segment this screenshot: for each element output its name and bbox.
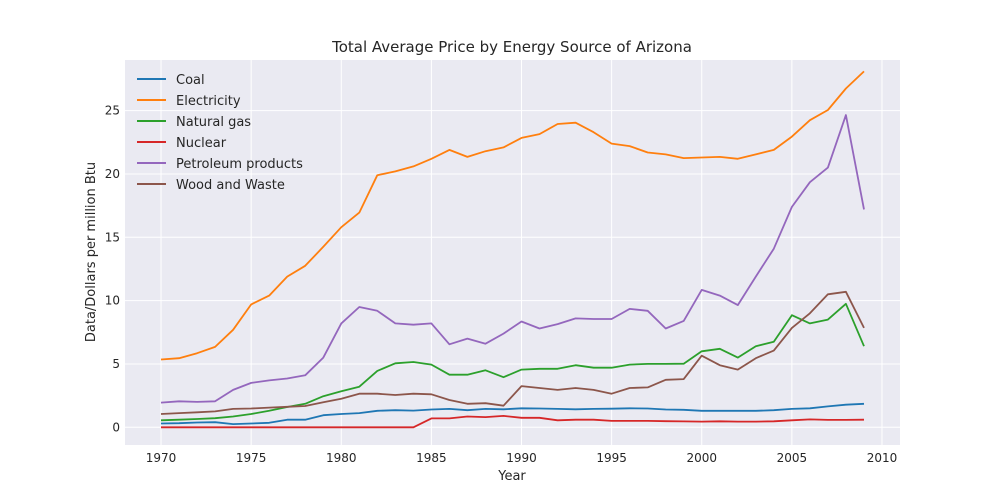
x-tick-label: 1975 [236, 451, 267, 465]
x-tick-label: 2005 [777, 451, 808, 465]
series-line-natural-gas [160, 302, 865, 422]
series-line-coal [160, 402, 865, 426]
y-tick-label: 0 [112, 420, 120, 434]
series-lines [160, 70, 865, 429]
x-tick-label: 1980 [326, 451, 357, 465]
x-axis-label: Year [497, 469, 526, 484]
legend-label-coal: Coal [176, 73, 205, 88]
y-tick-labels: 0 5 10 15 20 25 [105, 104, 120, 435]
legend-label-natural-gas: Natural gas [176, 115, 251, 130]
series-line-electricity [160, 70, 865, 361]
legend-label-electricity: Electricity [176, 94, 241, 109]
y-tick-label: 5 [112, 357, 120, 371]
legend-label-wood-and-waste: Wood and Waste [176, 178, 285, 193]
x-tick-label: 2010 [867, 451, 898, 465]
series-line-petroleum-products [160, 114, 865, 404]
y-tick-label: 25 [105, 104, 120, 118]
legend-label-petroleum-products: Petroleum products [176, 157, 303, 172]
x-tick-label: 1985 [416, 451, 447, 465]
grid-lines [125, 60, 900, 445]
x-tick-label: 2000 [686, 451, 717, 465]
series-line-nuclear [161, 414, 865, 429]
x-tick-label: 1970 [146, 451, 177, 465]
y-tick-label: 10 [105, 294, 120, 308]
x-tick-label: 1995 [596, 451, 627, 465]
series-line-wood-and-waste [160, 290, 865, 415]
x-tick-labels: 1970 1975 1980 1985 1990 1995 2000 2005 2010 [146, 451, 897, 465]
x-tick-label: 1990 [506, 451, 537, 465]
y-tick-label: 20 [105, 167, 120, 181]
chart-title: Total Average Price by Energy Source of … [331, 38, 692, 56]
legend: Coal Electricity Natural gas Nuclear Petrole… [137, 73, 303, 193]
y-tick-label: 15 [105, 230, 120, 244]
legend-label-nuclear: Nuclear [176, 136, 227, 151]
y-axis-label: Data/Dollars per million Btu [84, 162, 99, 342]
